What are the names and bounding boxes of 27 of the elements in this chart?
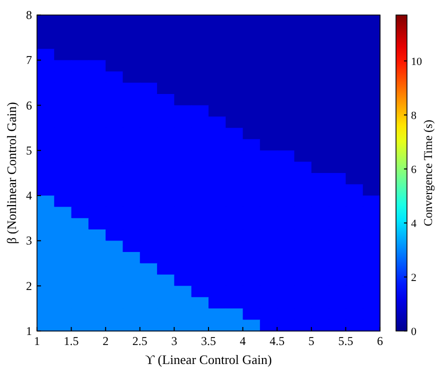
y-tick-label: 7 <box>26 53 32 68</box>
color-bar-label: 2 <box>411 272 416 284</box>
color-bar-label: 6 <box>411 164 417 176</box>
y-tick-label: 3 <box>26 234 32 248</box>
x-tick-label: 4.5 <box>270 334 285 348</box>
color-bar-label: 8 <box>411 110 417 122</box>
x-tick-label: 2.5 <box>132 334 148 348</box>
x-tick-label: 6 <box>377 334 383 348</box>
x-tick-label: 5 <box>308 334 314 348</box>
x-tick-label: 3 <box>171 334 178 348</box>
color-bar-label: 0 <box>411 326 417 338</box>
x-axis-title: ϒ (Linear Control Gain) <box>145 352 272 367</box>
y-axis-title: β (Nonlinear Control Gain) <box>4 102 19 244</box>
y-tick-label: 1 <box>26 324 32 338</box>
color-bar-label: 4 <box>411 218 417 230</box>
y-tick-label: 4 <box>26 188 32 203</box>
x-tick-label: 3.5 <box>201 334 216 348</box>
color-bar-label: 10 <box>411 56 422 68</box>
y-tick-label: 5 <box>26 143 32 158</box>
y-tick-label: 8 <box>26 8 32 22</box>
x-tick-label: 2 <box>102 334 109 348</box>
x-tick-label: 5.5 <box>338 334 354 348</box>
color-bar-title: Convergence Time (s) <box>421 120 435 226</box>
x-tick-label: 1.5 <box>64 334 79 348</box>
y-tick-label: 2 <box>26 278 32 293</box>
y-tick-label: 6 <box>26 98 32 112</box>
x-tick-label: 4 <box>240 334 246 348</box>
